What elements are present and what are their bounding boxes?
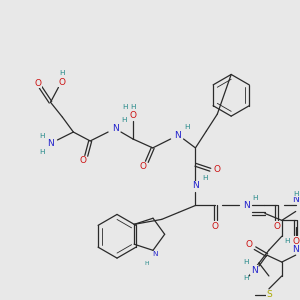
Text: O: O: [34, 79, 41, 88]
Text: H: H: [60, 70, 65, 76]
Text: O: O: [129, 111, 137, 120]
Text: H: H: [122, 104, 128, 110]
Text: O: O: [246, 240, 253, 249]
Text: O: O: [139, 162, 146, 171]
Text: H: H: [284, 238, 289, 244]
Text: O: O: [59, 78, 66, 87]
Text: N: N: [192, 181, 199, 190]
Text: H: H: [39, 149, 44, 155]
Text: N: N: [243, 201, 249, 210]
Text: H: H: [130, 104, 136, 110]
Text: H: H: [202, 175, 208, 181]
Text: H: H: [293, 190, 298, 196]
Text: N: N: [292, 195, 299, 204]
Text: N: N: [47, 140, 54, 148]
Text: N: N: [174, 130, 181, 140]
Text: H: H: [252, 194, 258, 200]
Text: O: O: [214, 165, 221, 174]
Text: S: S: [266, 290, 272, 299]
Text: N: N: [152, 251, 158, 257]
Text: H: H: [145, 261, 149, 266]
Text: O: O: [292, 237, 299, 246]
Text: O: O: [80, 156, 87, 165]
Text: H: H: [243, 259, 249, 265]
Text: H: H: [39, 133, 44, 139]
Text: H: H: [243, 275, 249, 281]
Text: O: O: [212, 222, 219, 231]
Text: H: H: [121, 117, 127, 123]
Text: O: O: [273, 222, 280, 231]
Text: H: H: [184, 124, 189, 130]
Text: N: N: [250, 266, 257, 274]
Text: N: N: [292, 245, 299, 254]
Text: N: N: [112, 124, 118, 133]
